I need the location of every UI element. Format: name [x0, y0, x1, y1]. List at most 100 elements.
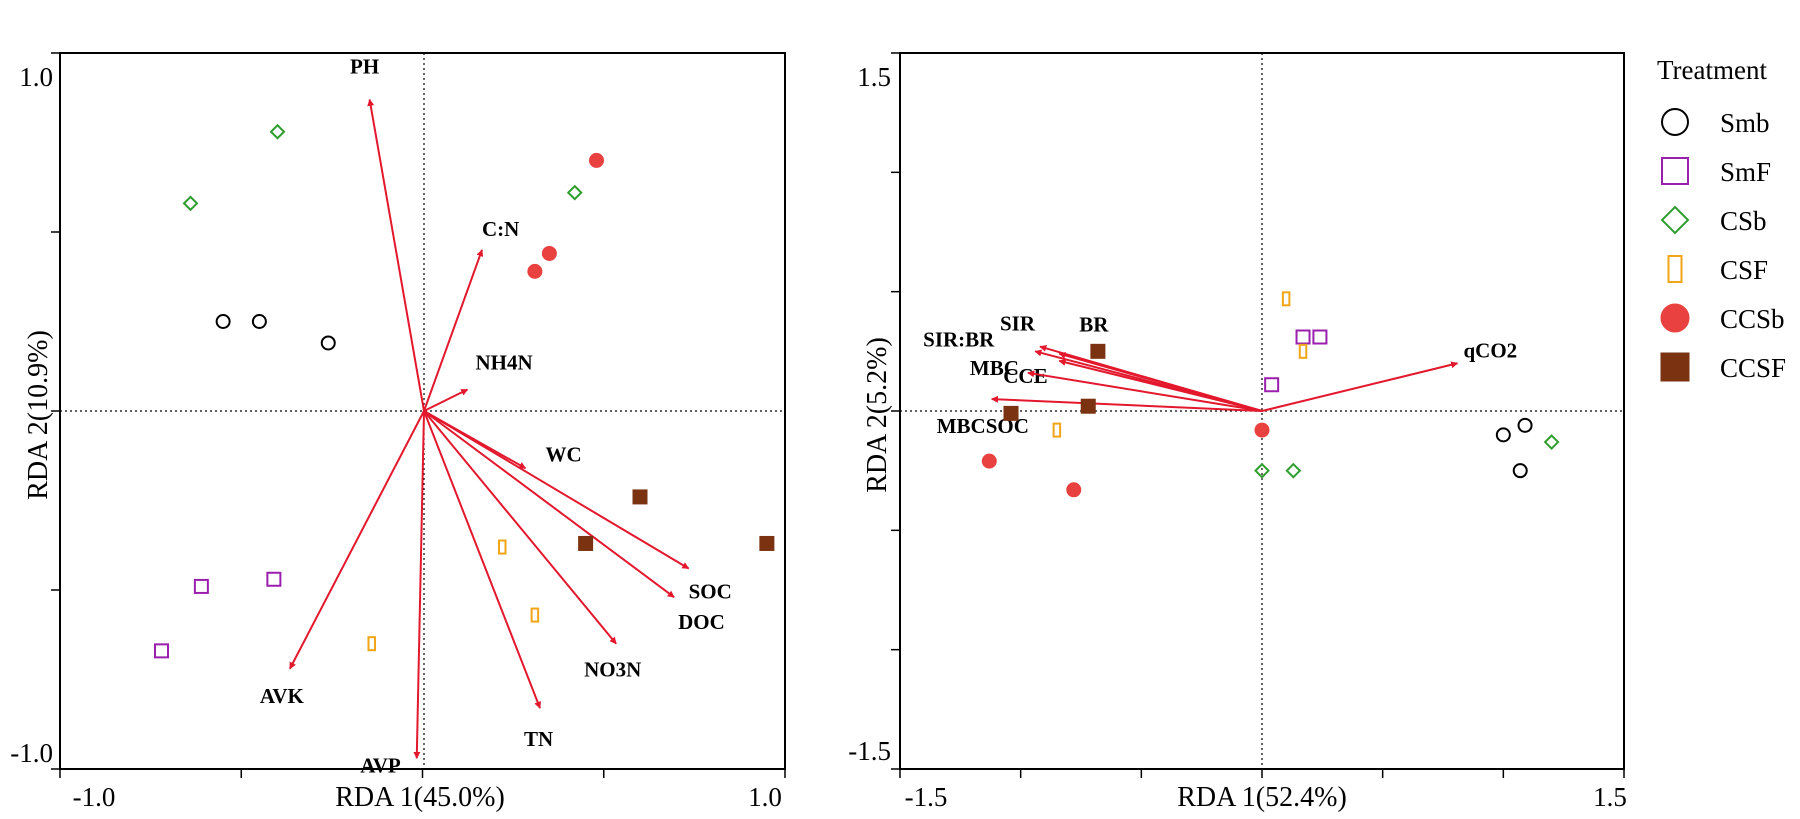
legend-marker-smb: [1661, 108, 1689, 136]
points-left: [154, 123, 775, 659]
point-ccsb-2: [541, 245, 557, 261]
points-right: [981, 291, 1560, 498]
legend-label-csf: CSF: [1720, 255, 1768, 285]
arrow-tn: [423, 410, 541, 709]
arrow-label-sir-br: SIR:BR: [923, 327, 995, 351]
legend-item-ccsb: CCSb: [1660, 303, 1785, 334]
point-smb-3: [320, 335, 336, 351]
arrow-label-tn: TN: [524, 727, 553, 751]
arrow-nh4n: [423, 388, 469, 412]
arrow-label-no3n: NO3N: [584, 658, 641, 682]
x-tick-right-right: 1.5: [1593, 782, 1627, 812]
arrow-mbcsoc: [991, 395, 1263, 412]
y-tick-bottom-left: -1.0: [10, 738, 53, 768]
arrow-label-qco2: qCO2: [1463, 338, 1517, 362]
arrow-c-n: [423, 249, 484, 412]
y-tick-top-right: 1.5: [857, 62, 891, 92]
x-tick-left-left: -1.0: [73, 782, 116, 812]
arrow-label-c-n: C:N: [482, 217, 519, 241]
arrow-soc: [423, 410, 690, 570]
point-csb-2: [269, 123, 286, 140]
point-smf-3: [1264, 377, 1280, 393]
point-ccsf-1: [632, 489, 648, 505]
arrow-mbc: [1027, 370, 1263, 412]
point-smb-2: [251, 314, 267, 329]
rda-panel-right: 1.5 -1.5 -1.5 1.5 RDA 1(52.4%) RDA 2(5.2…: [848, 52, 1627, 813]
point-smb-3: [1512, 463, 1528, 479]
point-csf-1: [498, 539, 507, 555]
legend-title: Treatment: [1657, 55, 1767, 85]
point-csf-2: [530, 607, 540, 623]
arrow-no3n: [423, 410, 617, 645]
legend-item-ccsf: CCSF: [1660, 352, 1786, 383]
point-ccsb-3: [527, 263, 543, 279]
arrow-label-soc: SOC: [689, 580, 732, 604]
x-axis-title-left: RDA 1(45.0%): [335, 782, 505, 813]
arrow-avk: [288, 410, 425, 670]
legend-marker-smf: [1661, 157, 1689, 185]
point-ccsf-3: [1080, 398, 1096, 414]
point-smf-1: [193, 578, 209, 594]
arrow-qco2: [1261, 361, 1459, 412]
y-tick-bottom-right: -1.5: [848, 736, 891, 766]
arrow-br: [1058, 352, 1263, 412]
arrow-doc: [423, 410, 675, 598]
legend-label-ccsb: CCSb: [1720, 304, 1785, 334]
arrow-label-avk: AVK: [260, 684, 305, 708]
point-smf-3: [154, 643, 169, 659]
legend-marker-ccsb: [1660, 303, 1690, 333]
point-csb-3: [1543, 434, 1560, 450]
legend-label-csb: CSb: [1720, 206, 1767, 236]
point-csf-1: [1281, 291, 1291, 307]
legend-item-csb: CSb: [1660, 205, 1767, 236]
point-ccsf-2: [578, 535, 594, 551]
arrow-avp: [413, 410, 425, 759]
point-csf-3: [367, 636, 376, 652]
point-ccsb-3: [1066, 482, 1082, 498]
arrow-label-mbc: MBC: [970, 356, 1019, 380]
arrow-label-sir: SIR: [1000, 312, 1036, 336]
y-tick-top-left: 1.0: [19, 62, 53, 92]
point-smb-1: [215, 314, 231, 329]
arrow-ph: [367, 98, 425, 412]
point-csf-2: [1298, 343, 1308, 359]
arrow-label-br: BR: [1079, 313, 1109, 337]
x-tick-left-right: -1.5: [905, 782, 948, 812]
arrow-label-doc: DOC: [678, 610, 725, 634]
legend-item-csf: CSF: [1667, 255, 1768, 285]
legend-label-smb: Smb: [1720, 108, 1770, 138]
point-ccsf-1: [1090, 343, 1106, 359]
x-axis-title-right: RDA 1(52.4%): [1177, 782, 1347, 813]
point-smb-2: [1517, 417, 1533, 433]
point-ccsf-2: [1003, 405, 1019, 421]
arrow-cce: [1058, 358, 1263, 412]
point-csf-3: [1052, 422, 1062, 438]
point-ccsb-2: [981, 453, 997, 469]
legend-marker-ccsf: [1660, 352, 1690, 382]
legend-marker-csf: [1667, 255, 1683, 283]
y-axis-title-left: RDA 2(10.9%): [23, 330, 54, 500]
legend-item-smb: Smb: [1661, 108, 1770, 138]
legend-marker-csb: [1660, 205, 1690, 235]
x-tick-right-left: 1.0: [748, 782, 782, 812]
point-ccsb-1: [589, 152, 604, 168]
arrow-label-wc: WC: [546, 442, 582, 466]
point-ccsb-1: [1254, 422, 1270, 438]
legend: Treatment Smb SmF CSb CSF CCSb CCSF: [1657, 55, 1786, 383]
point-smf-2: [266, 571, 282, 587]
arrow-label-cce: CCE: [1003, 364, 1047, 388]
legend-label-ccsf: CCSF: [1720, 353, 1786, 383]
point-csb-3: [566, 184, 583, 201]
arrow-label-nh4n: NH4N: [476, 351, 533, 375]
arrow-label-avp: AVP: [360, 753, 401, 777]
legend-item-smf: SmF: [1661, 157, 1771, 187]
arrow-label-ph: PH: [350, 55, 379, 79]
rda-panel-left: 1.0 -1.0 -1.0 1.0 RDA 1(45.0%) RDA 2(10.…: [10, 52, 786, 813]
point-smf-1: [1295, 329, 1311, 345]
point-ccsf-3: [759, 535, 775, 551]
point-smb-1: [1495, 427, 1511, 443]
ticks-right: [891, 52, 1625, 778]
ticks-left: [51, 52, 786, 778]
point-csb-2: [1285, 462, 1302, 479]
